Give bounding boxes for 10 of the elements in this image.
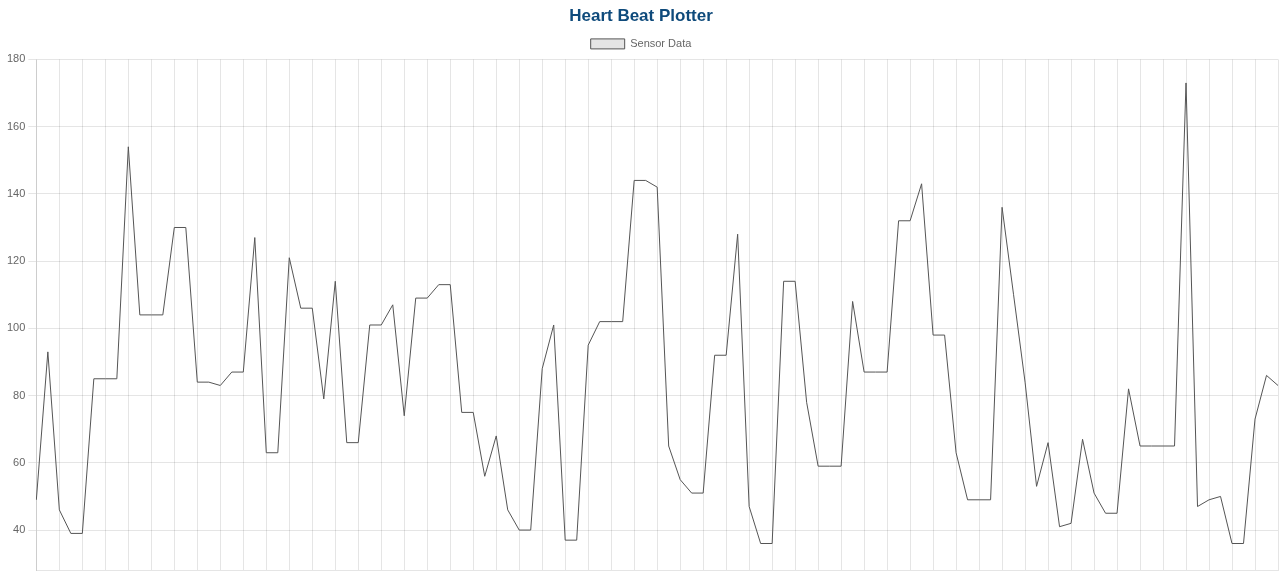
chart-title: Heart Beat Plotter [569,5,714,25]
y-tick-label: 80 [13,388,26,401]
y-tick-label: 60 [13,455,26,468]
y-tick-label: 100 [6,321,26,334]
y-tick-label: 120 [6,254,26,267]
legend-label: Sensor Data [630,36,693,49]
y-tick-label: 160 [6,119,26,132]
y-tick-label: 40 [13,523,26,536]
y-tick-label: 180 [6,52,26,65]
y-tick-label: 140 [6,186,26,199]
